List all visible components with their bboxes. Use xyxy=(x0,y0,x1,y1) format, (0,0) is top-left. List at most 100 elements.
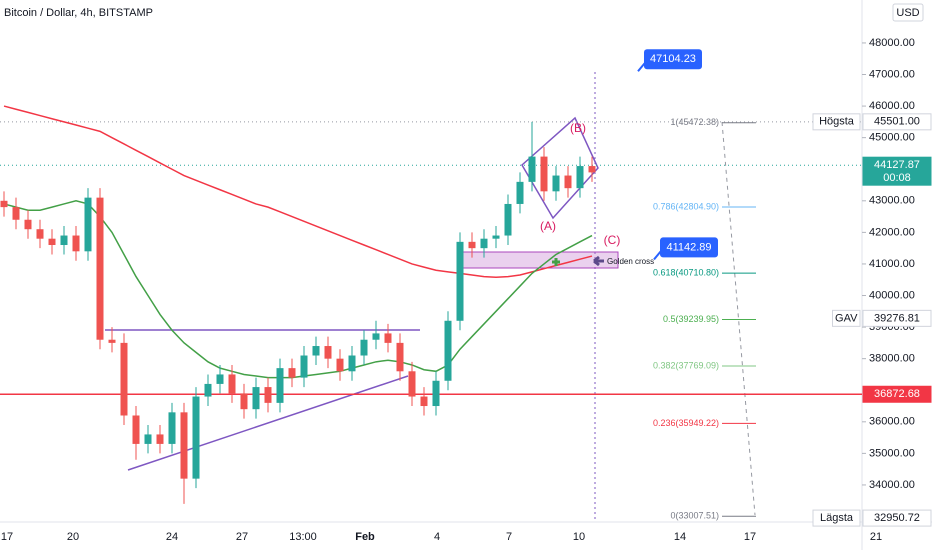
candle-body xyxy=(324,346,332,359)
candle-body xyxy=(444,320,452,381)
x-tick-label: 20 xyxy=(67,531,79,543)
axis-tag-label: 39276.81 xyxy=(874,312,920,324)
tag-name-box xyxy=(832,309,861,327)
candle-body xyxy=(60,235,68,246)
candle-body xyxy=(300,355,308,378)
y-tick-label: 38000.00 xyxy=(869,353,915,365)
candle-body xyxy=(204,383,212,397)
fib-label: 0(33007.51) xyxy=(670,511,719,521)
countdown: 00:08 xyxy=(883,172,911,184)
candle-body xyxy=(348,355,356,372)
candle-body xyxy=(0,200,8,208)
candle-body xyxy=(456,241,464,321)
candle-body xyxy=(36,229,44,239)
candle-body xyxy=(132,415,140,444)
candle-body xyxy=(228,374,236,394)
candle-body xyxy=(72,235,80,252)
candle-body xyxy=(144,434,152,444)
candle-body xyxy=(384,333,392,343)
axis-tag-label: 45501.00 xyxy=(874,116,920,128)
y-tick-label: 42000.00 xyxy=(869,226,915,238)
annotation: Golden cross xyxy=(607,257,654,266)
x-tick-label: 13:00 xyxy=(289,531,317,543)
y-tick-label: 40000.00 xyxy=(869,289,915,301)
x-tick-label: 4 xyxy=(434,531,440,543)
wave-label: (C) xyxy=(604,233,621,247)
candle-body xyxy=(48,238,56,246)
tag-name: Lägsta xyxy=(820,512,854,524)
fib-label: 0.5(39239.95) xyxy=(663,314,719,324)
x-tick-label: 14 xyxy=(674,531,686,543)
callout-label: 41142.89 xyxy=(666,241,711,253)
moving-average xyxy=(3,105,593,278)
candle-body xyxy=(492,235,500,239)
tag-name: Högsta xyxy=(819,116,855,128)
candle-body xyxy=(420,396,428,407)
candle-body xyxy=(528,156,536,182)
candle-body xyxy=(252,387,260,410)
candle-body xyxy=(432,380,440,407)
candle-body xyxy=(372,333,380,340)
candle-body xyxy=(24,219,32,230)
x-tick-label: 24 xyxy=(166,531,178,543)
candle-body xyxy=(276,368,284,403)
y-tick-label: 36000.00 xyxy=(869,416,915,428)
candle-body xyxy=(540,156,548,192)
candle-body xyxy=(552,175,560,192)
axis-tag-label: 44127.87 xyxy=(874,159,920,171)
candle-body xyxy=(96,197,104,340)
axis-tag xyxy=(862,385,932,403)
fib-label: 1(45472.38) xyxy=(670,117,719,127)
y-tick-label: 35000.00 xyxy=(869,447,915,459)
y-tick-label: 41000.00 xyxy=(869,258,915,270)
fib-label: 0.618(40710.80) xyxy=(653,267,719,277)
axis-tag xyxy=(862,156,932,186)
candle-body xyxy=(168,412,176,444)
currency-box[interactable] xyxy=(892,3,924,22)
candle-body xyxy=(312,346,320,356)
candle-body xyxy=(108,339,116,343)
x-tick-label: 10 xyxy=(573,531,585,543)
x-tick-label: 17 xyxy=(744,531,756,543)
candle-body xyxy=(192,396,200,479)
y-tick-label: 48000.00 xyxy=(869,37,915,49)
fib-label: 0.236(35949.22) xyxy=(653,418,719,428)
fib-label: 0.382(37769.09) xyxy=(653,360,719,370)
candle-body xyxy=(468,241,476,249)
candle-body xyxy=(516,181,524,204)
candle-body xyxy=(504,203,512,236)
candle-body xyxy=(588,166,596,173)
candle-body xyxy=(216,374,224,384)
candle-body xyxy=(12,207,20,220)
candle-body xyxy=(480,238,488,249)
x-tick-label: 7 xyxy=(506,531,512,543)
y-tick-label: 43000.00 xyxy=(869,195,915,207)
fib-label: 0.786(42804.90) xyxy=(653,201,719,211)
tag-name: GAV xyxy=(835,312,858,324)
axis-tag-label: 32950.72 xyxy=(874,512,920,524)
axis-tag xyxy=(862,309,932,327)
wave-label: (A) xyxy=(540,219,556,233)
candle-body xyxy=(264,387,272,403)
y-tick-label: 46000.00 xyxy=(869,100,915,112)
y-tick-label: 34000.00 xyxy=(869,479,915,491)
candle-body xyxy=(84,197,92,252)
candle-body xyxy=(564,175,572,189)
support-line xyxy=(127,375,409,471)
candle-body xyxy=(288,368,296,378)
candle-body xyxy=(408,371,416,397)
callout xyxy=(644,49,702,70)
axis-tag xyxy=(862,509,932,527)
candle-body xyxy=(336,358,344,372)
tag-name-box xyxy=(812,113,861,131)
x-tick-label: 17 xyxy=(1,531,13,543)
candle-body xyxy=(240,393,248,410)
currency: USD xyxy=(896,7,919,19)
candle-body xyxy=(576,166,584,189)
axis-tag-label: 36872.68 xyxy=(874,388,920,400)
candle-body xyxy=(396,342,404,372)
y-tick-label: 45000.00 xyxy=(869,132,915,144)
x-tick-label: Feb xyxy=(355,531,375,543)
